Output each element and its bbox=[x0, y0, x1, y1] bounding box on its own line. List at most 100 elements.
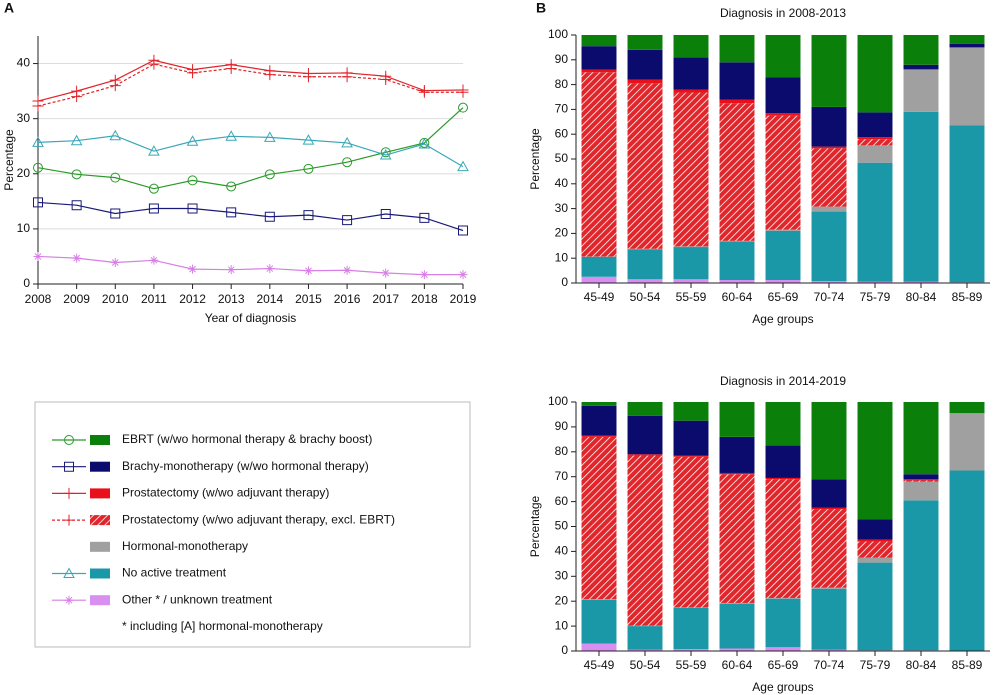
legend-marker bbox=[63, 487, 75, 499]
data-point bbox=[302, 71, 314, 83]
data-point bbox=[264, 211, 275, 222]
x-axis-label: Year of diagnosis bbox=[205, 311, 297, 325]
bar-segment bbox=[857, 541, 893, 558]
data-point bbox=[303, 163, 314, 174]
bar-segment bbox=[811, 507, 847, 510]
y-tick-label: 30 bbox=[555, 568, 569, 582]
x-tick-label: 2015 bbox=[295, 292, 322, 306]
data-point bbox=[110, 172, 121, 183]
data-point bbox=[33, 162, 44, 173]
data-point bbox=[380, 209, 391, 220]
data-point bbox=[458, 225, 468, 236]
bar-segment bbox=[811, 649, 847, 651]
bar-segment bbox=[949, 47, 985, 126]
x-tick-label: 70-74 bbox=[814, 290, 845, 304]
data-point bbox=[109, 129, 122, 141]
bar-segment bbox=[627, 649, 663, 651]
y-tick-label: 100 bbox=[548, 27, 568, 41]
y-tick-label: 30 bbox=[555, 201, 569, 215]
x-axis-label: Age groups bbox=[752, 680, 813, 694]
bar-segment bbox=[673, 92, 709, 247]
bar-segment bbox=[903, 500, 939, 651]
bar-segment bbox=[857, 539, 893, 542]
bar-segment bbox=[673, 57, 709, 90]
bar-segment bbox=[903, 481, 939, 501]
bar-segment bbox=[719, 35, 755, 63]
x-tick-label: 2010 bbox=[102, 292, 129, 306]
bar-segment bbox=[581, 46, 617, 70]
data-point bbox=[33, 197, 43, 208]
bar-segment bbox=[903, 479, 939, 481]
bar-segment bbox=[811, 35, 847, 107]
series-line bbox=[37, 63, 463, 107]
bar-segment bbox=[765, 35, 801, 78]
y-tick-label: 70 bbox=[555, 469, 569, 483]
y-axis-label: Percentage bbox=[528, 495, 542, 557]
bar-segment bbox=[719, 472, 755, 475]
bar-segment bbox=[673, 420, 709, 456]
legend-label: No active treatment bbox=[122, 566, 227, 580]
bar-segment bbox=[857, 562, 893, 651]
data-point bbox=[186, 135, 199, 146]
bar-segment bbox=[811, 106, 847, 147]
series-line bbox=[37, 255, 463, 276]
data-point bbox=[110, 258, 120, 268]
data-point bbox=[342, 265, 352, 275]
data-point bbox=[458, 102, 469, 113]
series-line bbox=[37, 135, 464, 168]
bar-segment bbox=[765, 647, 801, 651]
y-tick-label: 70 bbox=[555, 102, 569, 116]
series-line bbox=[37, 107, 464, 190]
x-tick-label: 55-59 bbox=[676, 290, 707, 304]
y-tick-label: 80 bbox=[555, 77, 569, 91]
data-point bbox=[342, 157, 353, 168]
bar-segment bbox=[857, 557, 893, 563]
bar-segment bbox=[765, 77, 801, 114]
data-point bbox=[458, 270, 468, 280]
data-point bbox=[419, 137, 430, 148]
y-tick-label: 10 bbox=[555, 618, 569, 632]
data-point bbox=[109, 80, 121, 92]
y-tick-label: 20 bbox=[555, 226, 569, 240]
data-point bbox=[379, 149, 392, 160]
y-tick-label: 60 bbox=[555, 126, 569, 140]
data-point bbox=[32, 100, 44, 112]
legend-marker bbox=[64, 461, 74, 472]
data-point bbox=[110, 208, 121, 219]
y-tick-label: 20 bbox=[555, 593, 569, 607]
bar-segment bbox=[719, 602, 755, 604]
x-tick-label: 50-54 bbox=[630, 658, 661, 672]
bar-segment bbox=[673, 456, 709, 608]
data-point bbox=[148, 203, 159, 214]
data-point bbox=[225, 63, 237, 75]
bar-segment bbox=[811, 479, 847, 508]
bar-segment bbox=[719, 474, 755, 603]
data-point bbox=[419, 270, 429, 280]
x-tick-label: 2016 bbox=[334, 292, 361, 306]
y-tick-label: 90 bbox=[555, 419, 569, 433]
legend-marker bbox=[64, 595, 74, 605]
bar-segment bbox=[581, 643, 617, 651]
x-tick-label: 75-79 bbox=[860, 658, 891, 672]
bar-segment bbox=[811, 148, 847, 207]
bar-segment bbox=[765, 115, 801, 230]
bar-segment bbox=[811, 206, 847, 212]
series-line bbox=[37, 201, 464, 232]
bar-segment bbox=[581, 35, 617, 47]
legend-marker bbox=[63, 567, 75, 578]
bar-segment bbox=[719, 240, 755, 242]
bar-segment bbox=[903, 111, 939, 282]
y-tick-label: 10 bbox=[555, 250, 569, 264]
y-axis-label: Percentage bbox=[528, 128, 542, 190]
bar-segment bbox=[765, 229, 801, 231]
data-point bbox=[226, 265, 236, 275]
chart-title: Diagnosis in 2008-2013 bbox=[720, 6, 846, 20]
bar-segment bbox=[903, 69, 939, 112]
x-tick-label: 2011 bbox=[141, 292, 167, 306]
bar-segment bbox=[857, 137, 893, 140]
legend-marker bbox=[64, 435, 75, 445]
panel-label: B bbox=[536, 0, 546, 16]
legend-swatch bbox=[90, 515, 110, 526]
bar-segment bbox=[719, 436, 755, 473]
data-point bbox=[71, 91, 83, 103]
